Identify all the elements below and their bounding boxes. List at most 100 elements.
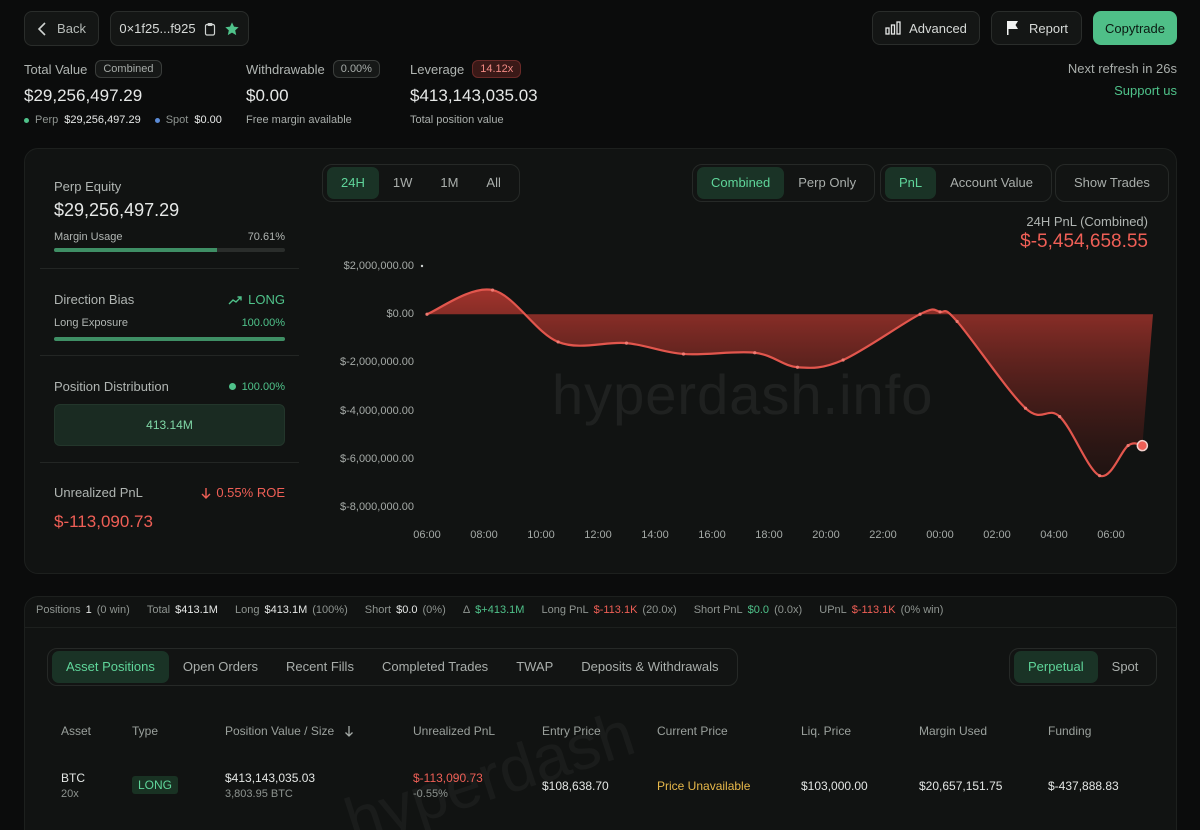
withdrawable-label: Withdrawable	[246, 61, 325, 77]
perp-label: Perp	[35, 114, 59, 126]
position-value: $413,143,035.03	[225, 771, 316, 785]
perp-dot	[24, 117, 29, 123]
y-tick-label: $-2,000,000.00	[339, 356, 414, 369]
x-tick-label: 06:00	[413, 529, 441, 541]
market-perpetual[interactable]: Perpetual	[1014, 651, 1098, 683]
y-tick-label: $-4,000,000.00	[339, 404, 414, 417]
margin-usage-value: 70.61%	[247, 231, 285, 243]
stat-delta-label: Δ	[462, 604, 471, 616]
show-trades-button[interactable]: Show Trades	[1055, 164, 1169, 202]
header-funding[interactable]: Funding	[1048, 724, 1092, 738]
tab-completed-trades[interactable]: Completed Trades	[381, 659, 489, 674]
divider	[40, 355, 299, 356]
y-tick-label: $-8,000,000.00	[339, 501, 414, 513]
spot-dot	[154, 117, 160, 123]
report-label: Report	[1028, 20, 1069, 36]
divider	[40, 462, 299, 463]
chart-headline-value: $-5,454,658.55	[1020, 231, 1148, 252]
mode-combined[interactable]: Combined	[697, 167, 785, 199]
y-tick-label: $0.00	[386, 308, 414, 321]
margin-usage-fill	[54, 248, 218, 252]
copytrade-label: Copytrade	[1105, 20, 1165, 36]
x-tick-label: 16:00	[698, 529, 726, 541]
long-exposure-fill	[54, 337, 285, 341]
timeframe-1m[interactable]: 1M	[440, 175, 459, 190]
cell-unrealized-pnl: $-113,090.73 -0.55%	[413, 771, 483, 800]
x-tick-label: 14:00	[641, 529, 669, 541]
withdrawable-sub: Free margin available	[246, 114, 352, 126]
stat-short-pnl-label: Short PnL	[693, 604, 743, 616]
stat-upnl-sub: (0% win)	[900, 604, 944, 616]
tab-recent-fills[interactable]: Recent Fills	[286, 659, 354, 674]
advanced-button[interactable]: Advanced	[872, 11, 980, 45]
header-asset[interactable]: Asset	[61, 724, 92, 738]
direction-bias-label: Direction Bias	[54, 292, 135, 307]
stat-short-label: Short	[364, 604, 392, 616]
stat-long-sub: (100%)	[312, 604, 348, 616]
timeframe-1w[interactable]: 1W	[392, 175, 413, 190]
tab-deposits-withdrawals[interactable]: Deposits & Withdrawals	[581, 659, 719, 674]
header-liq-price[interactable]: Liq. Price	[801, 724, 852, 738]
stat-long-pnl-sub: (20.0x)	[642, 604, 677, 616]
stat-positions-label: Positions	[36, 604, 81, 616]
stat-short-pnl-value: $0.0	[747, 604, 770, 616]
long-exposure-value: 100.00%	[241, 317, 285, 329]
metric-selector: PnL Account Value	[880, 164, 1053, 202]
stat-short-pnl-sub: (0.0x)	[774, 604, 803, 616]
x-tick-label: 00:00	[926, 529, 954, 541]
show-trades-label: Show Trades	[1074, 175, 1150, 190]
tab-open-orders[interactable]: Open Orders	[182, 659, 259, 674]
total-value-label: Total Value	[24, 61, 88, 77]
timeframe-all[interactable]: All	[486, 175, 501, 190]
stat-delta-value: $+413.1M	[475, 604, 525, 616]
report-button[interactable]: Report	[991, 11, 1082, 45]
stat-total-value: $413.1M	[175, 604, 218, 616]
flag-icon	[1006, 21, 1018, 35]
header-unrealized-pnl[interactable]: Unrealized PnL	[413, 724, 496, 738]
stats-bar: Positions 1 (0 win) Total $413.1M Long $413.…	[36, 604, 957, 616]
cell-funding: $-437,888.83	[1048, 779, 1119, 793]
stat-long-label: Long	[234, 604, 260, 616]
timeframe-24h[interactable]: 24H	[327, 167, 379, 199]
x-tick-label: 04:00	[1040, 529, 1068, 541]
trending-up-icon	[228, 295, 242, 304]
stat-long-pnl-value: $-113.1K	[593, 604, 638, 616]
perp-equity-label: Perp Equity	[54, 179, 122, 194]
divider	[40, 268, 299, 269]
mode-perp-only[interactable]: Perp Only	[798, 175, 857, 190]
total-value: $29,256,497.29	[24, 86, 143, 105]
combined-badge: Combined	[95, 60, 162, 78]
mode-selector: Combined Perp Only	[692, 164, 876, 202]
sort-down-icon[interactable]	[344, 725, 354, 737]
withdrawable-value: $0.00	[246, 86, 289, 105]
stat-upnl-label: UPnL	[819, 604, 847, 616]
copytrade-button[interactable]: Copytrade	[1093, 11, 1177, 45]
header-current-price[interactable]: Current Price	[657, 724, 728, 738]
total-value-block: Total Value Combined $29,256,497.29 Perp…	[24, 60, 244, 126]
divider	[24, 627, 1177, 628]
market-spot[interactable]: Spot	[1111, 659, 1139, 674]
header-entry-price[interactable]: Entry Price	[542, 724, 601, 738]
x-tick-label: 18:00	[755, 529, 783, 541]
back-button[interactable]: Back	[24, 11, 99, 46]
support-link[interactable]: Support us	[1114, 83, 1177, 98]
header-margin-used[interactable]: Margin Used	[919, 724, 988, 738]
tab-asset-positions[interactable]: Asset Positions	[52, 651, 169, 683]
metric-account-value[interactable]: Account Value	[950, 175, 1034, 190]
y-tick-label: $-6,000,000.00	[339, 452, 414, 465]
x-tick-label: 06:00	[1097, 529, 1125, 541]
perp-equity-value: $29,256,497.29	[54, 200, 180, 220]
position-distribution-label: Position Distribution	[54, 379, 169, 394]
header-type[interactable]: Type	[132, 724, 159, 738]
cell-position-value: $413,143,035.03 3,803.95 BTC	[225, 771, 315, 800]
tab-twap[interactable]: TWAP	[516, 659, 554, 674]
star-icon[interactable]	[224, 21, 240, 37]
metric-pnl[interactable]: PnL	[885, 167, 937, 199]
copy-icon[interactable]	[204, 22, 216, 36]
refresh-countdown: Next refresh in 26s	[1067, 61, 1177, 76]
address-chip[interactable]: 0×1f25...f925	[110, 11, 249, 46]
header-position-value[interactable]: Position Value / Size	[225, 724, 354, 738]
long-exposure-bar	[54, 337, 285, 341]
distribution-block[interactable]: 413.14M	[54, 404, 285, 446]
header-position-value-label: Position Value / Size	[225, 724, 335, 738]
